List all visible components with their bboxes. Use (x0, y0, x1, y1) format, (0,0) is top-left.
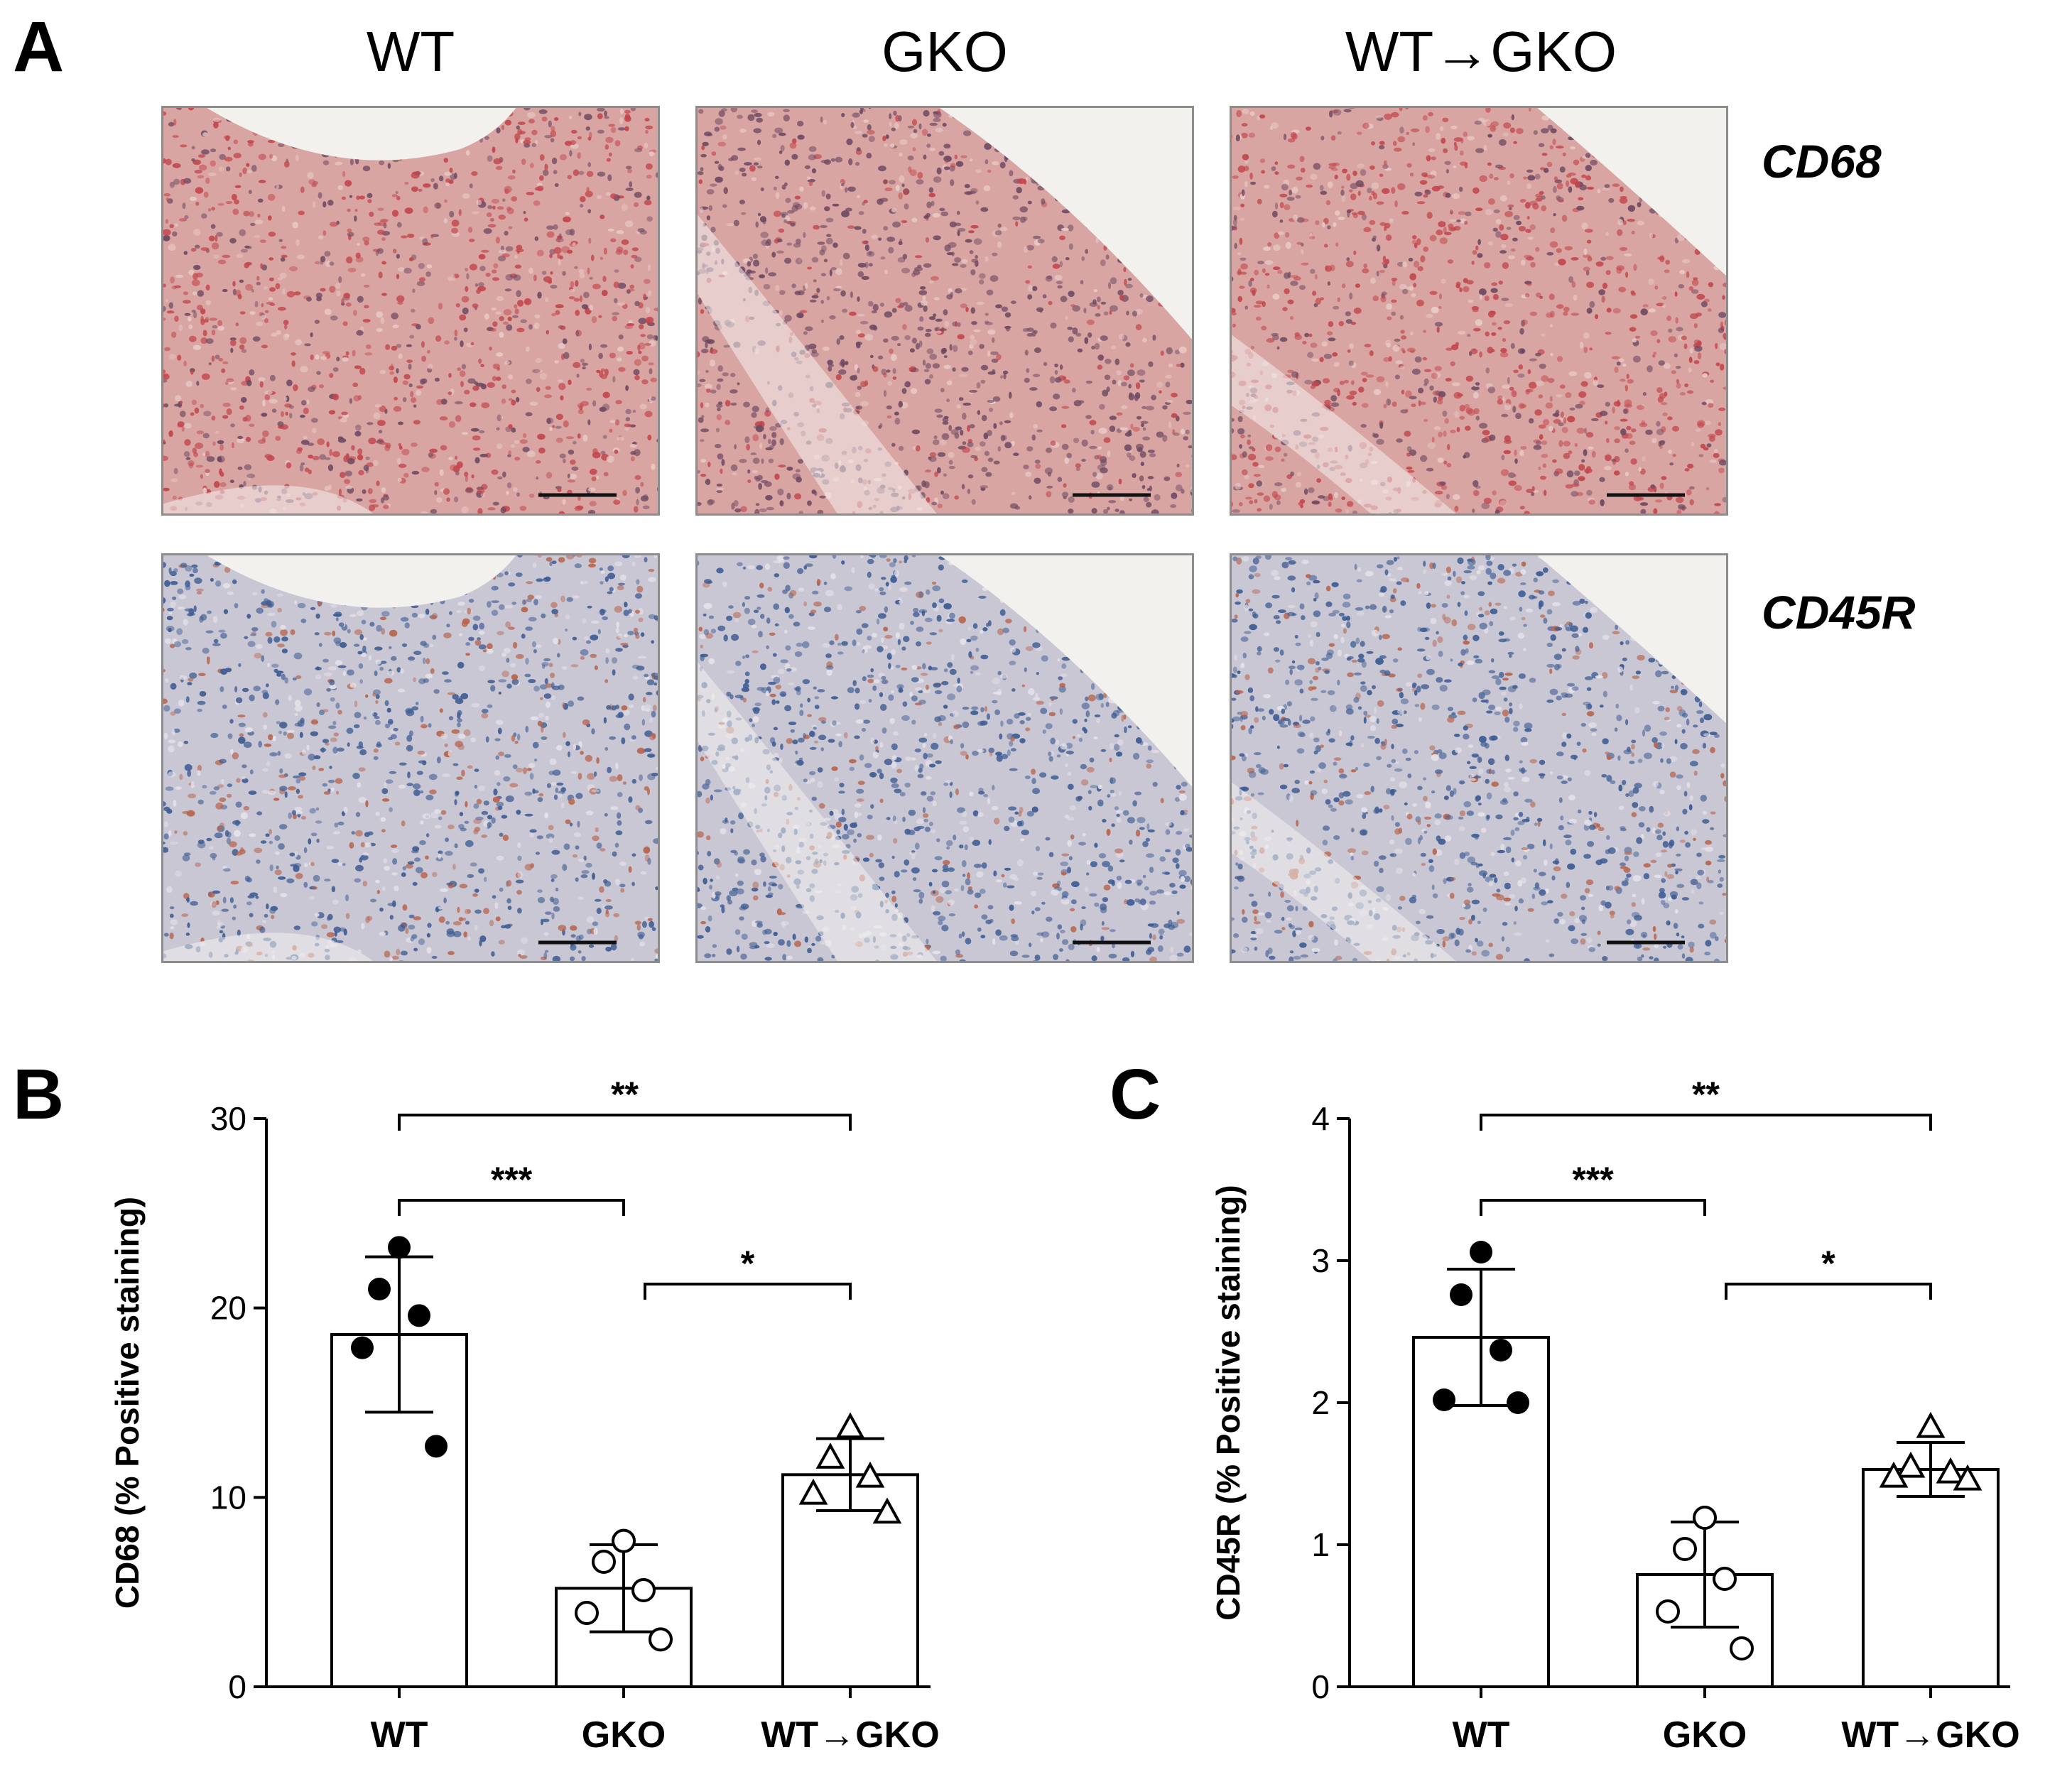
data-point (368, 1278, 391, 1300)
data-point (1433, 1388, 1455, 1411)
data-point (1953, 1464, 1982, 1491)
significance-bracket (1725, 1283, 1932, 1300)
data-point (388, 1236, 411, 1259)
significance-label: ** (611, 1075, 639, 1114)
significance-label: ** (1692, 1075, 1720, 1114)
y-tick-label: 3 (1311, 1242, 1330, 1279)
error-bar (1897, 1441, 1965, 1498)
data-point (1879, 1461, 1909, 1488)
micrograph-cd68-gko (695, 106, 1194, 516)
panel-c-letter: C (1110, 1055, 1161, 1134)
data-point (855, 1461, 885, 1488)
data-point (1470, 1241, 1492, 1263)
y-tick-label: 30 (210, 1100, 246, 1137)
data-point (612, 1528, 636, 1553)
data-point (1673, 1537, 1697, 1561)
data-point (872, 1497, 902, 1524)
data-point (1693, 1506, 1717, 1530)
data-point (835, 1412, 865, 1439)
significance-label: * (1821, 1244, 1835, 1283)
micrograph-cd45r-wt-to-gko (1230, 553, 1728, 963)
y-tick-label: 4 (1311, 1100, 1330, 1137)
cd45r-bar-chart: 0 1 2 3 4 CD45R (% Positive staining) WT GKO WT→… (1210, 1075, 2020, 1756)
error-bar (816, 1437, 884, 1512)
y-tick-label: 20 (210, 1290, 246, 1327)
panel-a-letter: A (13, 7, 64, 87)
data-point (1490, 1339, 1512, 1361)
data-point (1936, 1457, 1965, 1484)
category-label: WT (371, 1714, 428, 1756)
significance-label: *** (491, 1160, 533, 1200)
significance-bracket (1480, 1199, 1706, 1216)
data-point (1656, 1599, 1680, 1624)
y-tick-label: 10 (210, 1479, 246, 1516)
category-label: WT→GKO (1841, 1714, 2019, 1756)
data-point (1730, 1636, 1754, 1660)
panel-b-letter: B (13, 1055, 64, 1134)
data-point (815, 1442, 845, 1469)
error-bar (1447, 1268, 1515, 1407)
y-tick-label: 2 (1311, 1384, 1330, 1421)
micrograph-cd68-wt-to-gko (1230, 106, 1728, 516)
y-axis-title: CD45R (% Positive staining) (1210, 1185, 1247, 1620)
y-tick-label: 0 (228, 1668, 246, 1705)
data-point (798, 1478, 828, 1505)
category-label: WT (1453, 1714, 1510, 1756)
significance-bracket (644, 1283, 852, 1300)
micrograph-grid (161, 106, 1728, 963)
significance-label: *** (1572, 1160, 1614, 1200)
column-header-wt: WT (367, 20, 455, 83)
row-label-cd68: CD68 (1762, 135, 1882, 187)
category-label: WT→GKO (761, 1714, 939, 1756)
data-point (1507, 1391, 1529, 1414)
micrograph-cd45r-gko (695, 553, 1194, 963)
cd68-bar-chart: 0 10 20 30 CD68 (% Positive staining) WT GKO WT… (109, 1075, 940, 1756)
data-point (351, 1336, 374, 1359)
data-point (1916, 1411, 1946, 1438)
data-point (649, 1627, 673, 1652)
micrograph-cd45r-wt (161, 553, 660, 963)
y-axis-title: CD68 (% Positive staining) (109, 1197, 146, 1609)
data-point (408, 1304, 430, 1327)
significance-label: * (741, 1244, 755, 1283)
data-point (425, 1435, 448, 1458)
data-point (592, 1550, 616, 1574)
data-point (631, 1578, 656, 1602)
significance-bracket (398, 1114, 852, 1131)
y-tick-label: 0 (1311, 1668, 1330, 1705)
data-point (1713, 1567, 1737, 1591)
data-point (1896, 1451, 1926, 1478)
y-tick-label: 1 (1311, 1526, 1330, 1563)
significance-bracket (398, 1199, 625, 1216)
data-point (1450, 1283, 1472, 1306)
category-label: GKO (582, 1714, 666, 1756)
bar (1862, 1468, 2000, 1688)
row-label-cd45r: CD45R (1762, 586, 1916, 638)
column-header-gko: GKO (882, 20, 1008, 83)
significance-bracket (1480, 1114, 1932, 1131)
micrograph-cd68-wt (161, 106, 660, 516)
data-point (575, 1601, 599, 1625)
category-label: GKO (1663, 1714, 1747, 1756)
column-header-wt-to-gko: WT→GKO (1345, 20, 1617, 83)
